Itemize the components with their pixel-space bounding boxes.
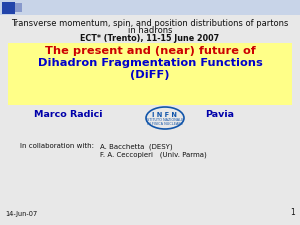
Text: A. Bacchetta  (DESY): A. Bacchetta (DESY)	[100, 143, 172, 149]
Text: Transverse momentum, spin, and position distributions of partons: Transverse momentum, spin, and position …	[11, 19, 289, 28]
Text: (DiFF): (DiFF)	[130, 70, 170, 80]
Text: ECT* (Trento), 11-15 June 2007: ECT* (Trento), 11-15 June 2007	[80, 34, 220, 43]
Text: Dihadron Fragmentation Functions: Dihadron Fragmentation Functions	[38, 58, 262, 68]
Text: 14-Jun-07: 14-Jun-07	[5, 211, 37, 217]
Text: Pavia: Pavia	[206, 110, 235, 119]
FancyBboxPatch shape	[0, 0, 300, 15]
FancyBboxPatch shape	[8, 43, 292, 105]
Text: 1: 1	[290, 208, 295, 217]
Text: In collaboration with:: In collaboration with:	[20, 143, 94, 149]
FancyBboxPatch shape	[12, 3, 22, 12]
Text: I N F N: I N F N	[152, 112, 178, 118]
Text: in hadrons: in hadrons	[128, 26, 172, 35]
FancyBboxPatch shape	[2, 2, 15, 14]
Text: The present and (near) future of: The present and (near) future of	[45, 46, 255, 56]
Text: F. A. Ceccopieri   (Univ. Parma): F. A. Ceccopieri (Univ. Parma)	[100, 151, 207, 158]
Text: ISTITUTO NAZIONALE
DI FISICA NUCLEARE: ISTITUTO NAZIONALE DI FISICA NUCLEARE	[146, 118, 184, 126]
Text: Marco Radici: Marco Radici	[34, 110, 102, 119]
